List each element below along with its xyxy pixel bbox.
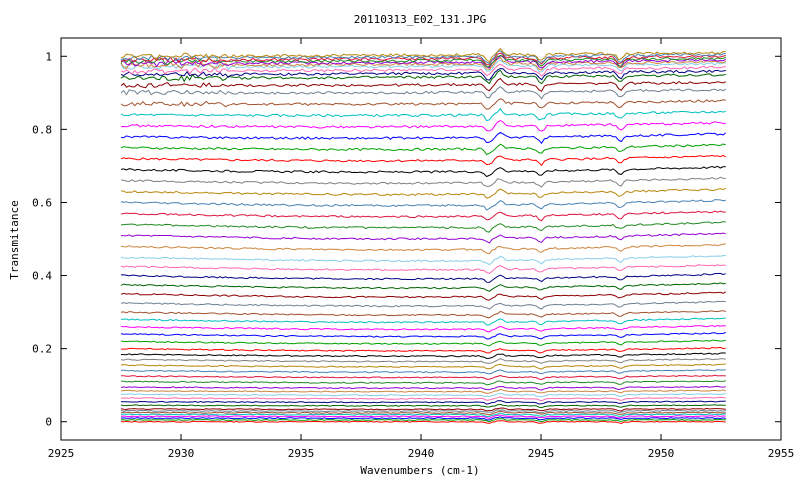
y-tick-label: 0.4 (32, 270, 52, 283)
series-line (120, 380, 726, 386)
series-line (120, 255, 726, 266)
series-line (120, 324, 726, 333)
series-line (121, 317, 726, 326)
series-line (120, 199, 726, 211)
y-tick-label: 0.2 (32, 343, 52, 356)
y-tick-label: 1 (45, 50, 52, 63)
y-tick-label: 0 (45, 416, 52, 429)
series-line (120, 154, 727, 167)
series-line (120, 67, 726, 81)
series-line (120, 407, 726, 412)
series-line (121, 418, 726, 423)
series-line (120, 282, 726, 292)
series-line (120, 86, 727, 100)
series-line (120, 420, 726, 425)
series-line (120, 52, 726, 66)
series-line (120, 412, 726, 418)
y-axis-label: Transmitance (8, 200, 21, 279)
x-tick-label: 2935 (288, 447, 315, 460)
series-line (120, 264, 726, 274)
series-line (120, 98, 726, 110)
series-line (120, 143, 726, 156)
series-line (120, 165, 726, 178)
series-line (120, 410, 726, 416)
series-line (120, 221, 726, 233)
x-tick-label: 2955 (768, 447, 795, 460)
series-line (120, 69, 726, 85)
series-line (120, 392, 726, 398)
series-group (120, 47, 727, 425)
series-line (120, 346, 726, 354)
series-line (120, 77, 727, 92)
series-line (120, 339, 726, 347)
series-line (120, 363, 726, 370)
x-tick-label: 2950 (648, 447, 675, 460)
series-line (120, 243, 726, 255)
series-line (120, 414, 726, 419)
series-line (120, 272, 726, 283)
x-tick-label: 2940 (408, 447, 435, 460)
series-line (120, 358, 726, 364)
series-line (120, 291, 727, 301)
series-line (120, 388, 726, 394)
x-axis-label: Wavenumbers (cm-1) (360, 464, 479, 477)
series-line (120, 409, 726, 414)
series-line (120, 385, 726, 391)
chart-title: 20110313_E02_131.JPG (354, 13, 486, 26)
x-tick-label: 2925 (48, 447, 75, 460)
series-line (120, 332, 726, 340)
series-line (121, 176, 726, 188)
series-line (120, 50, 726, 65)
series-line (120, 374, 726, 381)
series-line (120, 54, 727, 69)
ticks-group: 2925 2930 2935 2940 2945 2950 2955 0 0.2 0.4 0.6 0.… (32, 38, 794, 460)
series-line (120, 300, 726, 310)
series-line (120, 187, 727, 199)
series-line (121, 396, 726, 402)
series-line (120, 63, 726, 77)
series-line (120, 210, 726, 222)
series-line (120, 369, 726, 375)
series-line (120, 120, 726, 132)
series-line (120, 310, 726, 319)
series-line (120, 47, 726, 63)
y-tick-label: 0.6 (32, 196, 52, 209)
x-tick-label: 2930 (168, 447, 195, 460)
series-line (120, 232, 726, 244)
series-line (120, 57, 727, 71)
x-tick-label: 2945 (528, 447, 555, 460)
series-line (120, 400, 726, 405)
series-line (120, 403, 726, 409)
series-line (120, 131, 727, 145)
series-line (120, 416, 726, 421)
y-tick-label: 0.8 (32, 123, 52, 136)
series-line (120, 352, 726, 360)
series-line (120, 107, 726, 122)
